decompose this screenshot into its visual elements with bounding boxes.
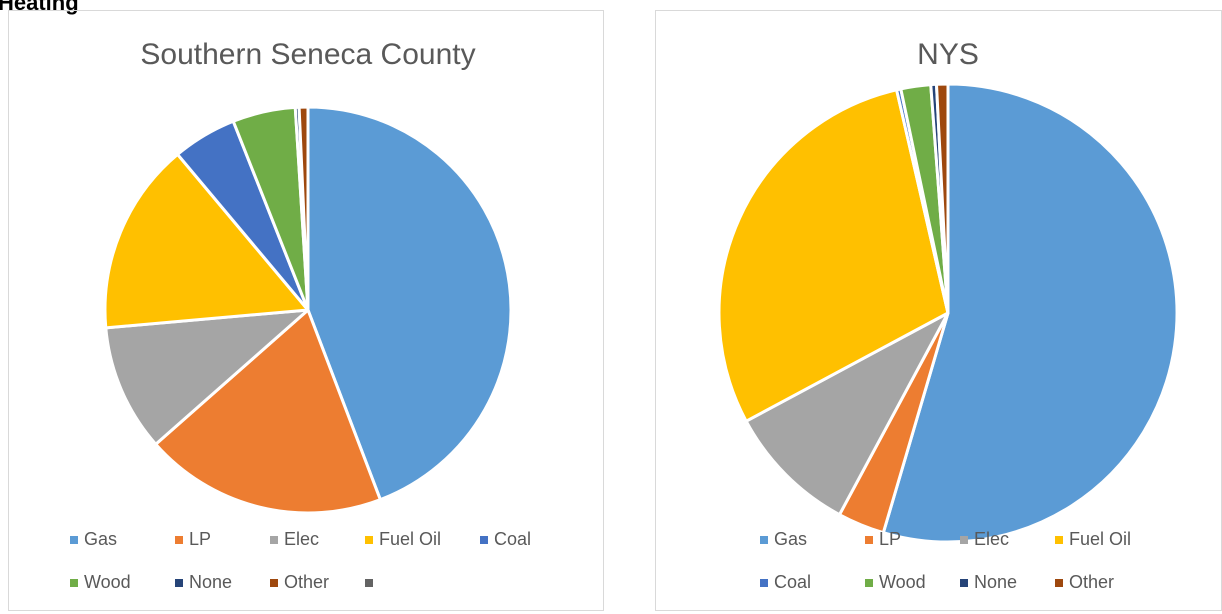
legend-label: Coal (774, 572, 811, 592)
legend-label: Coal (494, 529, 531, 549)
legend-swatch (175, 579, 183, 587)
legend-label: Other (1069, 572, 1114, 592)
pie-slice (103, 152, 310, 330)
legend-label: None (974, 572, 1017, 592)
legend-label: LP (879, 529, 901, 549)
legend-swatch (1055, 536, 1063, 544)
legend-swatch (760, 579, 768, 587)
pie-slice (934, 82, 950, 315)
legend-label: Gas (774, 529, 807, 549)
legend-swatch (960, 536, 968, 544)
legend-label: Fuel Oil (1069, 529, 1131, 549)
legend-swatch (270, 536, 278, 544)
legend-swatch (365, 536, 373, 544)
legend-swatch (70, 536, 78, 544)
legend-swatch (365, 579, 373, 587)
pie-slice (717, 88, 950, 423)
legend-label: Gas (84, 529, 117, 549)
chart-title: NYS (917, 38, 979, 71)
legend-label: Elec (284, 529, 319, 549)
legend-label: Other (284, 572, 329, 592)
legend-swatch (70, 579, 78, 587)
legend-swatch (865, 579, 873, 587)
legend-label: Wood (84, 572, 131, 592)
legend-swatch (175, 536, 183, 544)
pie-slice (744, 311, 950, 517)
legend-label: Elec (974, 529, 1009, 549)
legend-swatch (270, 579, 278, 587)
pie-slice (881, 82, 1179, 544)
legend-label: Wood (879, 572, 926, 592)
pie-slice (104, 308, 310, 446)
legend-label: Fuel Oil (379, 529, 441, 549)
legend-swatch (865, 536, 873, 544)
legend-label: LP (189, 529, 211, 549)
legend-swatch (1055, 579, 1063, 587)
legend-label: None (189, 572, 232, 592)
pie-slice (154, 308, 382, 515)
heading: Heating (0, 0, 79, 15)
chart-frame (8, 10, 604, 611)
pie-slice (306, 105, 513, 502)
legend-swatch (960, 579, 968, 587)
legend-swatch (760, 536, 768, 544)
chart-title: Southern Seneca County (140, 38, 475, 71)
legend-swatch (480, 536, 488, 544)
